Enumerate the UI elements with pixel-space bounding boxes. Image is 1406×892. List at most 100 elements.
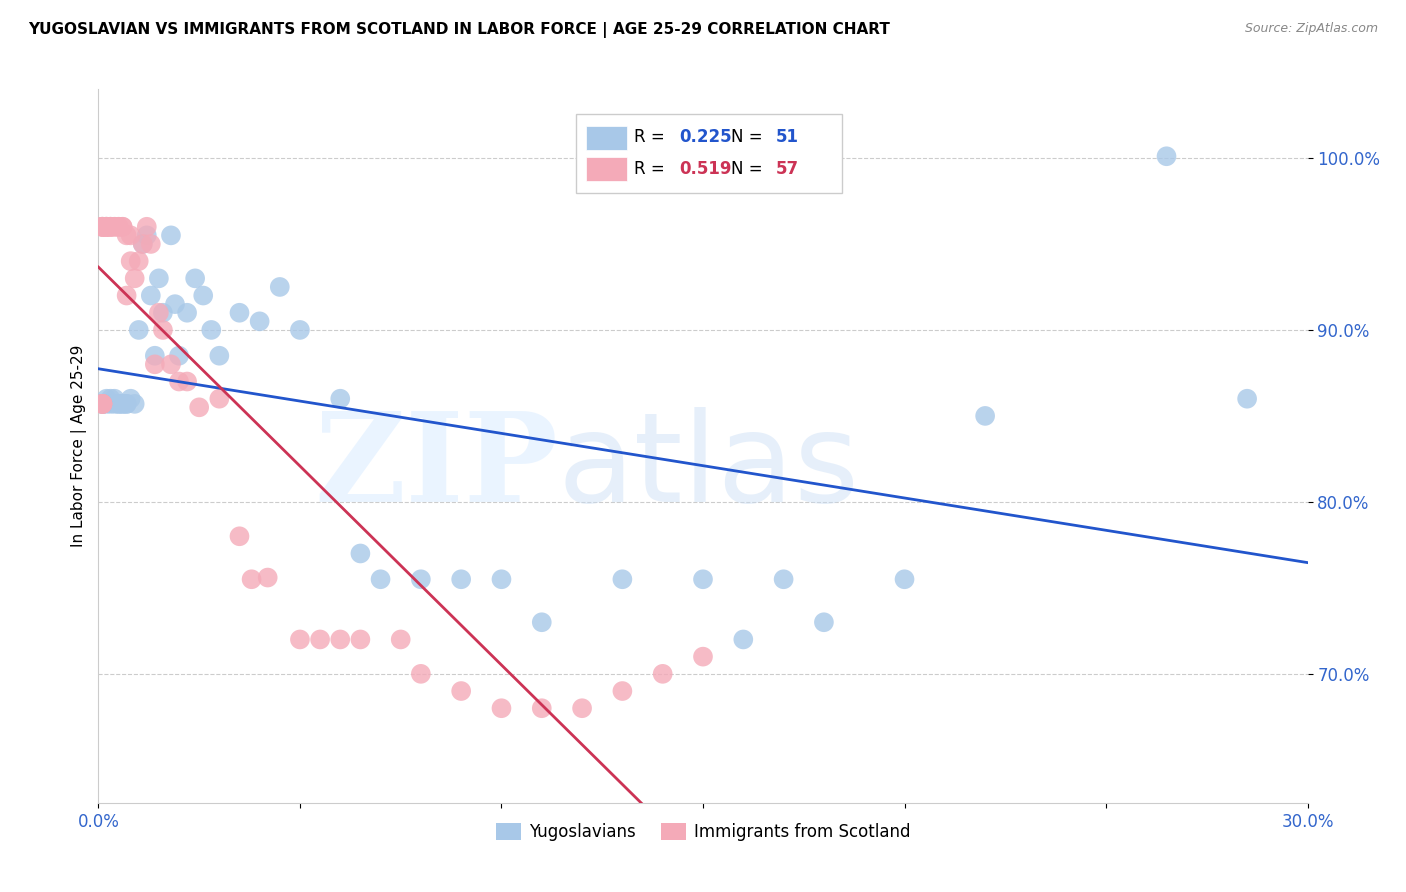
Point bbox=[249, 314, 271, 328]
Point bbox=[91, 397, 114, 411]
Point bbox=[148, 306, 170, 320]
Legend: Yugoslavians, Immigrants from Scotland: Yugoslavians, Immigrants from Scotland bbox=[489, 816, 917, 848]
Point bbox=[208, 349, 231, 363]
Point bbox=[96, 219, 118, 234]
Point bbox=[176, 306, 198, 320]
Point bbox=[228, 306, 250, 320]
Point bbox=[107, 219, 129, 234]
Point bbox=[111, 219, 134, 234]
Point bbox=[103, 219, 125, 234]
Text: 57: 57 bbox=[776, 161, 799, 178]
Point bbox=[208, 392, 231, 406]
Point bbox=[139, 288, 162, 302]
Point bbox=[107, 397, 129, 411]
Point bbox=[124, 397, 146, 411]
FancyBboxPatch shape bbox=[586, 126, 627, 150]
Point bbox=[115, 397, 138, 411]
Text: 0.519: 0.519 bbox=[679, 161, 731, 178]
Point bbox=[91, 397, 114, 411]
Point bbox=[228, 529, 250, 543]
Point bbox=[96, 392, 118, 406]
Point bbox=[491, 701, 513, 715]
Point bbox=[91, 397, 114, 411]
Point bbox=[100, 397, 122, 411]
Point bbox=[813, 615, 835, 630]
Point bbox=[132, 236, 155, 251]
Point bbox=[193, 288, 215, 302]
Point bbox=[103, 219, 125, 234]
Point bbox=[389, 632, 412, 647]
Point bbox=[115, 397, 138, 411]
Point bbox=[96, 219, 118, 234]
Point bbox=[692, 649, 714, 664]
Point bbox=[100, 219, 122, 234]
Point bbox=[974, 409, 997, 423]
Point bbox=[135, 228, 157, 243]
Point bbox=[1156, 149, 1178, 163]
Point bbox=[1236, 392, 1258, 406]
Y-axis label: In Labor Force | Age 25-29: In Labor Force | Age 25-29 bbox=[72, 345, 87, 547]
Point bbox=[167, 375, 190, 389]
Point bbox=[256, 570, 278, 584]
Point bbox=[893, 572, 915, 586]
Point bbox=[184, 271, 207, 285]
Point bbox=[148, 271, 170, 285]
Point bbox=[128, 323, 150, 337]
Point bbox=[612, 572, 634, 586]
Point bbox=[409, 572, 432, 586]
Point bbox=[349, 546, 371, 560]
Point bbox=[152, 323, 174, 337]
Text: 51: 51 bbox=[776, 128, 799, 146]
Text: N =: N = bbox=[731, 161, 768, 178]
Point bbox=[612, 684, 634, 698]
FancyBboxPatch shape bbox=[576, 114, 842, 193]
Point bbox=[370, 572, 392, 586]
Point bbox=[91, 219, 114, 234]
Point bbox=[107, 219, 129, 234]
Point bbox=[530, 701, 553, 715]
Point bbox=[91, 219, 114, 234]
Point bbox=[692, 572, 714, 586]
Point bbox=[96, 219, 118, 234]
Point bbox=[450, 572, 472, 586]
Point bbox=[128, 254, 150, 268]
Point bbox=[329, 632, 352, 647]
Point bbox=[111, 397, 134, 411]
Point bbox=[651, 666, 673, 681]
Point bbox=[772, 572, 794, 586]
Point bbox=[107, 397, 129, 411]
Point bbox=[132, 236, 155, 251]
Point bbox=[100, 219, 122, 234]
FancyBboxPatch shape bbox=[586, 157, 627, 181]
Point bbox=[733, 632, 755, 647]
Text: 0.225: 0.225 bbox=[679, 128, 731, 146]
Point bbox=[163, 297, 186, 311]
Point bbox=[91, 397, 114, 411]
Text: Source: ZipAtlas.com: Source: ZipAtlas.com bbox=[1244, 22, 1378, 36]
Point bbox=[120, 254, 142, 268]
Point bbox=[530, 615, 553, 630]
Point bbox=[103, 397, 125, 411]
Point bbox=[100, 219, 122, 234]
Point bbox=[309, 632, 332, 647]
Point bbox=[240, 572, 263, 586]
Point bbox=[450, 684, 472, 698]
Point bbox=[571, 701, 593, 715]
Point bbox=[115, 288, 138, 302]
Point bbox=[160, 357, 183, 371]
Point bbox=[288, 632, 311, 647]
Point bbox=[329, 392, 352, 406]
Point bbox=[91, 219, 114, 234]
Point bbox=[124, 271, 146, 285]
Point bbox=[152, 306, 174, 320]
Point bbox=[409, 666, 432, 681]
Point bbox=[96, 219, 118, 234]
Point bbox=[143, 349, 166, 363]
Point bbox=[111, 219, 134, 234]
Point bbox=[269, 280, 291, 294]
Text: atlas: atlas bbox=[558, 407, 860, 528]
Point bbox=[143, 357, 166, 371]
Point bbox=[120, 228, 142, 243]
Point bbox=[103, 392, 125, 406]
Point bbox=[349, 632, 371, 647]
